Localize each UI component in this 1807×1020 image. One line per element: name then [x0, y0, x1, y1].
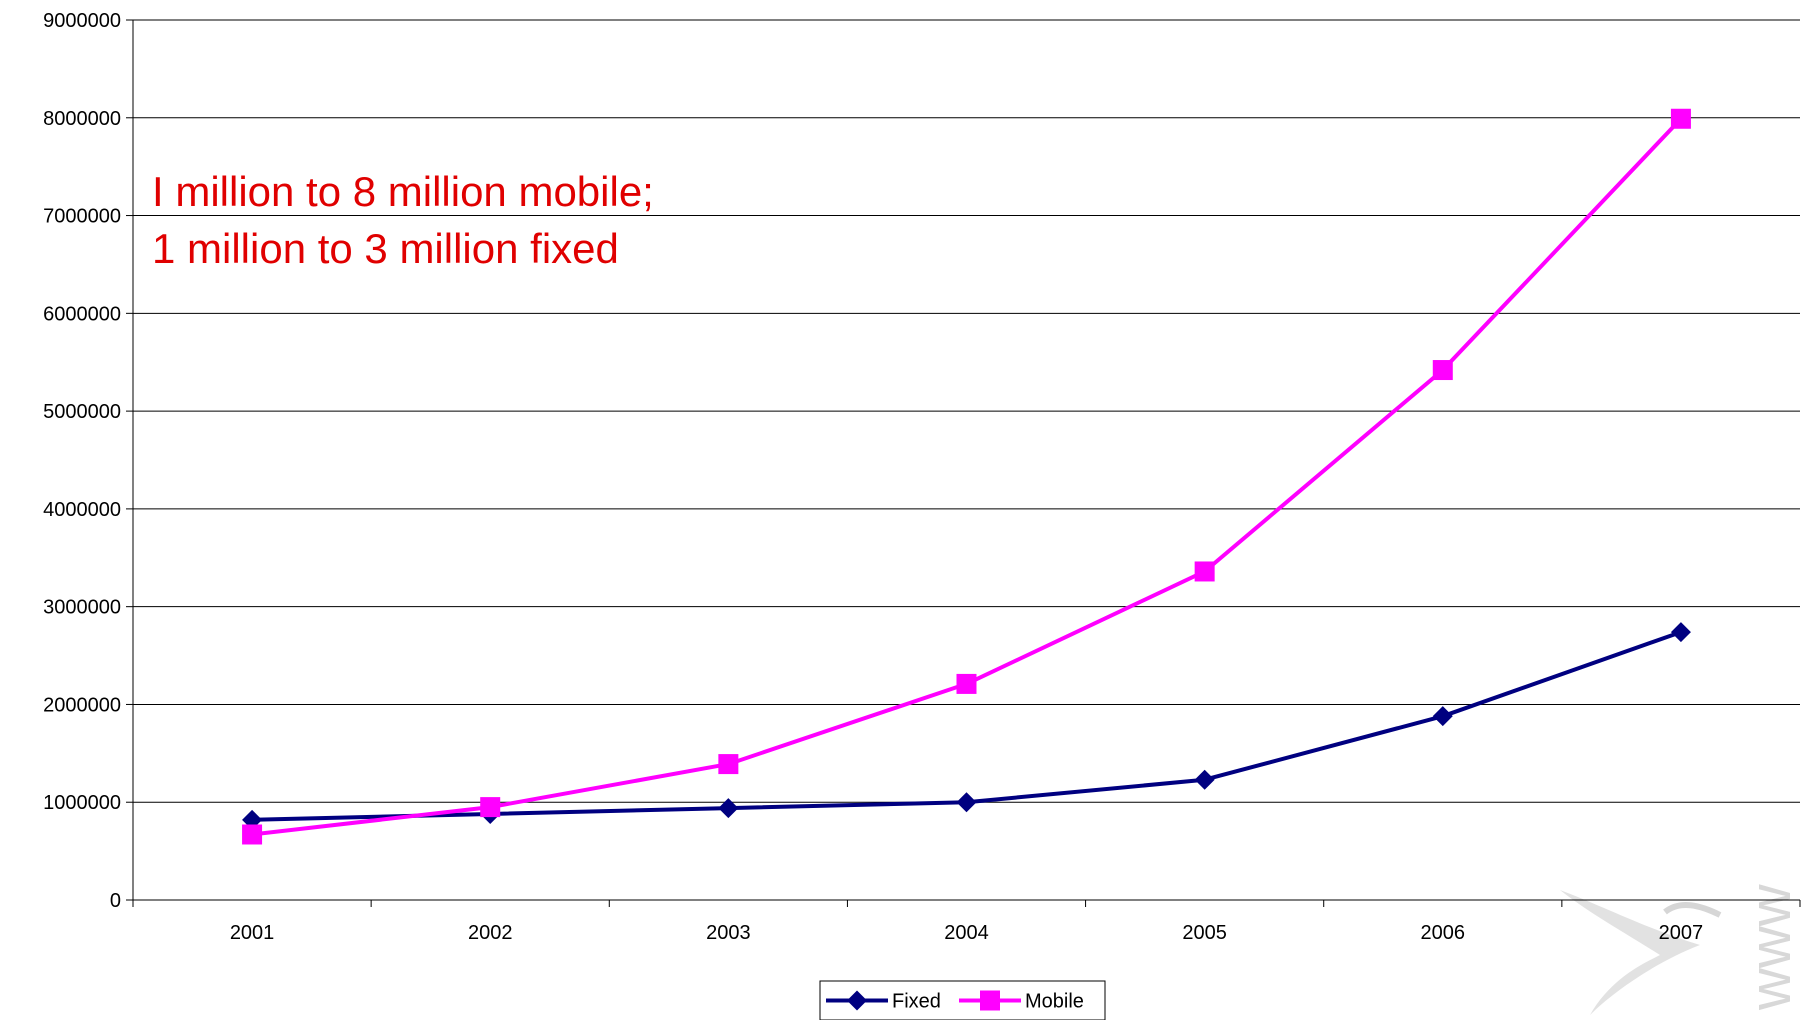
svg-text:www: www	[1738, 883, 1803, 1011]
x-tick-label: 2005	[1182, 922, 1227, 944]
data-point-mobile	[242, 824, 263, 845]
x-tick-label: 2002	[468, 922, 513, 944]
watermark-logo: www	[1560, 883, 1803, 1015]
y-tick-label: 3000000	[43, 597, 121, 619]
x-tick-label: 2006	[1421, 922, 1466, 944]
data-point-mobile	[1194, 561, 1215, 582]
x-tick-label: 2007	[1659, 922, 1704, 944]
y-axis-ticks: 0 1000000 2000000 3000000 4000000 5000000 6000…	[43, 10, 133, 912]
legend-marker	[980, 990, 1000, 1011]
data-point-fixed	[956, 792, 977, 813]
y-tick-label: 1000000	[43, 792, 121, 814]
y-tick-label: 5000000	[43, 401, 121, 423]
y-tick-label: 7000000	[43, 206, 121, 228]
data-point-fixed	[718, 798, 739, 819]
legend: Fixed Mobile	[819, 980, 1106, 1020]
gridlines	[133, 19, 1800, 803]
annotation-line-1: I million to 8 million mobile;	[152, 168, 654, 215]
series-line-fixed	[252, 630, 1682, 822]
x-tick-label: 2004	[944, 922, 989, 944]
x-tick-label: 2001	[230, 922, 275, 944]
x-axis-ticks: 2001 2002 2003 2004 2005 2006 2007	[132, 900, 1801, 944]
axes	[132, 20, 1800, 901]
y-tick-label: 2000000	[43, 694, 121, 716]
data-point-mobile	[956, 673, 977, 694]
y-tick-label: 4000000	[43, 499, 121, 521]
data-point-fixed	[1432, 706, 1453, 727]
data-point-mobile	[480, 797, 501, 818]
series-group	[242, 108, 1691, 845]
data-point-mobile	[1670, 108, 1691, 129]
annotation-block: I million to 8 million mobile; 1 million…	[152, 168, 654, 272]
legend-label: Fixed	[892, 991, 941, 1013]
data-point-mobile	[1432, 360, 1453, 381]
y-tick-label: 6000000	[43, 303, 121, 325]
x-tick-label: 2003	[706, 922, 751, 944]
data-point-fixed	[1194, 769, 1215, 790]
y-tick-label: 0	[110, 890, 121, 912]
data-point-mobile	[718, 754, 739, 775]
data-point-fixed	[1670, 622, 1691, 643]
annotation-line-2: 1 million to 3 million fixed	[152, 225, 619, 272]
legend-marker	[847, 990, 867, 1011]
y-tick-label: 9000000	[43, 10, 121, 32]
legend-label: Mobile	[1025, 991, 1084, 1013]
y-tick-label: 8000000	[43, 108, 121, 130]
